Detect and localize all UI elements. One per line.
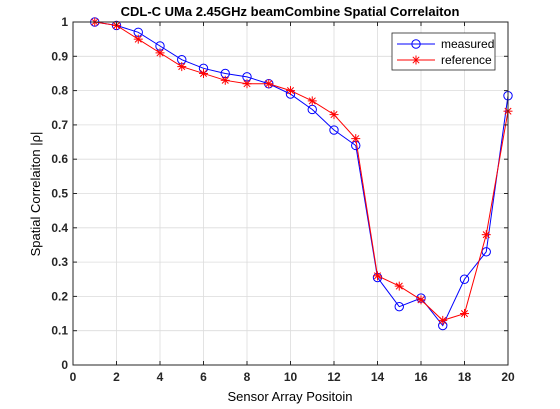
data-point-reference xyxy=(438,315,448,325)
data-point-measured xyxy=(459,274,470,284)
tick-marks xyxy=(72,21,509,366)
y-tick-label: 0.8 xyxy=(51,84,68,98)
y-tick-label: 0.9 xyxy=(51,49,68,63)
series-line-reference xyxy=(94,21,509,321)
star-stroke xyxy=(373,272,382,280)
data-point-reference xyxy=(242,79,252,89)
data-point-reference xyxy=(133,34,143,44)
x-tick-label: 20 xyxy=(501,370,515,384)
star-stroke xyxy=(439,316,447,324)
data-point-measured xyxy=(481,247,491,257)
data-point-measured xyxy=(329,125,339,135)
x-tick-label: 2 xyxy=(113,370,120,384)
x-tick-label: 8 xyxy=(244,370,251,384)
data-point-measured xyxy=(394,301,404,312)
star-stroke xyxy=(460,309,469,318)
x-tick-label: 18 xyxy=(458,370,472,384)
data-point-reference xyxy=(264,79,274,89)
legend-marker-measured xyxy=(411,39,421,49)
star-stroke xyxy=(482,231,490,239)
y-tick-label: 0 xyxy=(61,358,68,372)
star-stroke xyxy=(352,135,360,143)
data-point-reference xyxy=(177,62,187,72)
data-point-reference xyxy=(199,68,208,78)
x-tick-label: 6 xyxy=(200,370,207,384)
y-tick-label: 1 xyxy=(61,15,68,29)
star-stroke xyxy=(178,63,186,71)
star-stroke xyxy=(134,35,142,43)
legend-marker-shape xyxy=(411,55,421,65)
tick-labels: 0 2 4 6 8 10 12 14 16 18 20 0 0.1 0.2 0.3 0.4 0.5 0.6 0.7 0… xyxy=(51,15,515,384)
y-tick-label: 0.6 xyxy=(51,152,68,166)
y-tick-label: 0.3 xyxy=(51,255,68,269)
y-tick-label: 0.4 xyxy=(51,221,68,235)
star-stroke xyxy=(286,87,295,95)
legend-label-measured: measured xyxy=(441,37,494,51)
star-stroke xyxy=(243,80,251,88)
data-point-reference xyxy=(373,271,382,281)
data-point-reference xyxy=(481,230,491,240)
data-point-reference xyxy=(394,281,404,291)
x-axis-label: Sensor Array Positoin xyxy=(227,389,352,404)
star-stroke xyxy=(221,76,229,84)
data-point-reference xyxy=(155,48,165,58)
data-point-reference xyxy=(416,295,426,305)
legend-label-reference: reference xyxy=(441,53,492,67)
legend-marker-reference xyxy=(411,55,421,65)
legend-box xyxy=(391,32,496,71)
y-tick-label: 0.1 xyxy=(51,324,68,338)
data-point-reference xyxy=(351,134,361,144)
star-stroke xyxy=(330,111,338,119)
x-tick-label: 0 xyxy=(70,370,77,384)
x-tick-label: 4 xyxy=(157,370,164,384)
legend: measured reference xyxy=(391,32,496,71)
data-point-reference xyxy=(286,86,295,96)
star-stroke xyxy=(412,56,420,64)
data-point-reference xyxy=(329,110,339,120)
star-stroke xyxy=(417,296,425,304)
x-tick-label: 16 xyxy=(414,370,428,384)
data-point-reference xyxy=(220,75,230,85)
x-tick-label: 14 xyxy=(371,370,385,384)
star-stroke xyxy=(156,49,164,57)
star-stroke xyxy=(265,80,273,88)
star-stroke xyxy=(395,282,403,290)
y-tick-label: 0.2 xyxy=(51,289,68,303)
chart-title: CDL-C UMa 2.45GHz beamCombine Spatial Co… xyxy=(121,4,460,19)
data-point-reference xyxy=(307,96,317,106)
y-axis-label: Spatial Correlaiton |ρ| xyxy=(28,132,43,257)
star-stroke xyxy=(308,97,316,105)
y-tick-label: 0.5 xyxy=(51,187,68,201)
legend-marker-shape xyxy=(411,39,421,49)
data-point-reference xyxy=(460,309,469,319)
x-tick-label: 12 xyxy=(327,370,341,384)
x-tick-label: 10 xyxy=(284,370,298,384)
y-tick-label: 0.7 xyxy=(51,118,68,132)
series-layer xyxy=(90,17,513,331)
star-stroke xyxy=(199,69,208,78)
